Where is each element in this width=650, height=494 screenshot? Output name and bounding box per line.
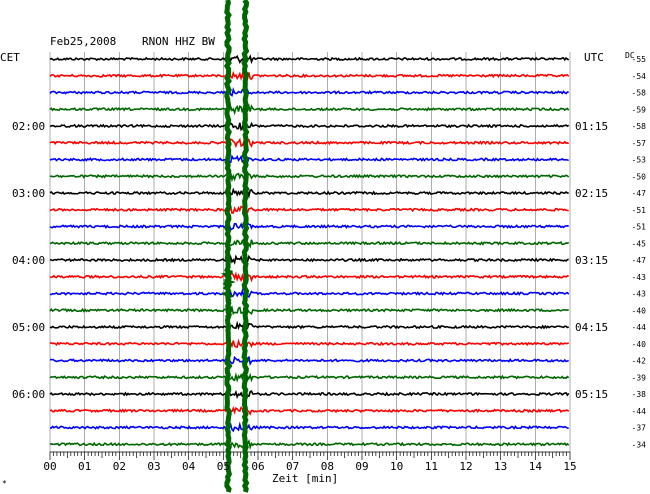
dc-offset-label: -53 — [632, 156, 647, 165]
dc-offset-label: -44 — [632, 407, 647, 416]
header-station: RNON HHZ BW — [142, 35, 215, 48]
seismic-trace — [49, 204, 569, 215]
x-tick-label: 08 — [321, 460, 334, 473]
left-time-label: 04:00 — [12, 254, 45, 267]
dc-offset-label: -40 — [632, 340, 647, 349]
dc-offset-label: -45 — [632, 239, 647, 248]
x-tick-label: 00 — [43, 460, 56, 473]
right-time-label: 01:15 — [575, 120, 608, 133]
x-tick-label: 14 — [529, 460, 543, 473]
seismic-trace — [49, 404, 570, 416]
dc-offset-label: -51 — [632, 223, 647, 232]
left-time-label: 05:00 — [12, 321, 45, 334]
seismic-trace — [49, 355, 569, 367]
dc-offset-label: -44 — [632, 323, 647, 332]
x-tick-label: 09 — [355, 460, 368, 473]
right-time-label: 05:15 — [575, 388, 608, 401]
x-tick-label: 12 — [459, 460, 472, 473]
x-axis-label: Zeit [min] — [272, 472, 338, 485]
seismic-trace — [49, 120, 570, 132]
left-time-label: 02:00 — [12, 120, 45, 133]
seismic-trace — [49, 70, 570, 82]
dc-offset-label: -47 — [632, 189, 647, 198]
right-time-label: 02:15 — [575, 187, 608, 200]
dc-offset-label: -58 — [632, 89, 647, 98]
dc-offset-label: -42 — [632, 357, 647, 366]
seismic-trace — [49, 338, 570, 349]
right-time-label: 04:15 — [575, 321, 608, 334]
dc-offset-label: -58 — [632, 122, 647, 131]
header-date: Feb25,2008 — [50, 35, 116, 48]
right-timezone-label: UTC — [584, 51, 604, 64]
event-signal-line — [223, 0, 233, 493]
dc-offset-label: -37 — [632, 424, 647, 433]
seismic-trace — [49, 172, 570, 183]
dc-offset-label: -47 — [632, 256, 647, 265]
dc-offset-label: -40 — [632, 306, 647, 315]
seismic-trace — [49, 388, 570, 400]
x-tick-label: 03 — [147, 460, 160, 473]
seismic-trace — [49, 238, 570, 250]
seismic-trace — [49, 320, 569, 333]
x-tick-label: 06 — [251, 460, 264, 473]
left-time-label: 03:00 — [12, 187, 45, 200]
x-tick-label: 04 — [182, 460, 196, 473]
seismic-trace — [49, 137, 570, 149]
dc-offset-label: -38 — [632, 390, 647, 399]
seismic-trace — [49, 154, 570, 165]
dc-offset-label: -59 — [632, 105, 647, 114]
seismic-trace — [49, 371, 570, 383]
seismic-trace — [49, 271, 569, 283]
seismic-trace — [49, 221, 569, 233]
seismic-trace — [49, 86, 569, 98]
dc-offset-label: -55 — [632, 55, 647, 64]
seismic-trace — [49, 304, 569, 316]
seismic-trace — [49, 421, 569, 433]
seismic-trace — [49, 254, 569, 265]
seismic-trace — [49, 438, 570, 451]
x-tick-label: 01 — [78, 460, 91, 473]
right-time-label: 03:15 — [575, 254, 608, 267]
dc-offset-label: -51 — [632, 206, 647, 215]
dc-offset-label: -34 — [632, 440, 647, 449]
x-tick-label: 07 — [286, 460, 299, 473]
x-tick-label: 13 — [494, 460, 507, 473]
dc-label: DC — [625, 51, 635, 60]
x-tick-label: 10 — [390, 460, 403, 473]
corner-mark: * — [2, 479, 7, 488]
seismic-trace — [49, 54, 570, 65]
dc-offset-label: -43 — [632, 290, 647, 299]
dc-offset-label: -50 — [632, 172, 647, 181]
seismic-trace — [49, 186, 569, 200]
seismic-trace — [49, 102, 570, 116]
event-signal-line — [241, 0, 250, 493]
x-tick-label: 11 — [425, 460, 438, 473]
dc-offset-label: -57 — [632, 139, 647, 148]
seismic-trace — [49, 287, 570, 298]
left-timezone-label: CET — [0, 51, 20, 64]
dc-offset-label: -54 — [632, 72, 647, 81]
left-time-label: 06:00 — [12, 388, 45, 401]
event-burst — [220, 268, 236, 321]
x-tick-label: 15 — [563, 460, 576, 473]
dc-offset-label: -43 — [632, 273, 647, 282]
x-tick-label: 05 — [217, 460, 230, 473]
x-tick-label: 02 — [113, 460, 126, 473]
dc-offset-label: -39 — [632, 373, 647, 382]
